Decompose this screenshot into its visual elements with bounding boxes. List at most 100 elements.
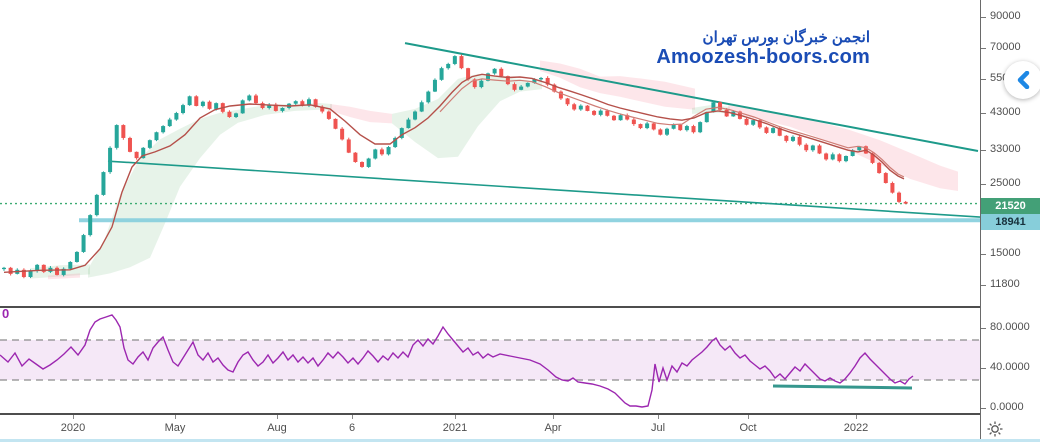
candle [200,100,205,108]
axis-tick [981,17,986,18]
time-tick-label: Aug [267,422,287,434]
candle [81,233,86,253]
candle [406,117,411,129]
candle [452,55,457,66]
price-label-badge: 18941 [981,214,1040,230]
candle [830,152,835,161]
time-tick-label: 2020 [60,422,86,434]
price-tick-label: 80.0000 [990,321,1030,333]
oscillator-value-label: 0 [2,306,10,321]
candle [903,200,908,205]
axis-tick [981,79,986,80]
candle [366,157,371,168]
candle [207,100,212,110]
candle [545,76,550,87]
time-tick-label: Oct [739,422,757,434]
tenkan-line [439,78,905,178]
candle [326,110,331,120]
candle [519,84,524,91]
time-tick-label: Jul [650,422,666,434]
axis-tick [981,328,986,329]
price-tick-label: 0.0000 [990,401,1024,413]
candle [74,251,79,263]
candle [413,110,418,121]
candle [101,171,106,196]
oscillator-line [0,314,914,408]
candle [797,135,802,147]
candle [625,113,630,121]
candle [373,148,378,160]
time-tick-label: 6 [348,422,356,434]
gear-icon[interactable] [987,421,1003,437]
time-tick [352,415,353,419]
candle [459,54,464,70]
lower-channel[interactable] [107,160,980,218]
candle [472,78,477,89]
candle [161,125,166,134]
candle [141,146,146,159]
time-axis[interactable]: 2020 May Aug 6 2021 Apr Jul Oct 2022 [0,413,980,442]
collapse-panel-button[interactable] [1004,61,1040,99]
candle [68,261,73,271]
axis-tick [981,285,986,286]
kijun-line [3,73,905,273]
price-tick-label: 15000 [990,247,1021,259]
axis-tick [981,184,986,185]
candle [499,67,504,78]
candle [187,95,192,106]
candle [877,161,882,174]
price-chart-canvas[interactable] [0,0,980,306]
candle [824,152,829,161]
candle [578,104,583,111]
time-tick [856,415,857,419]
candle [181,103,186,115]
candle [631,117,636,126]
time-tick [748,415,749,419]
price-tick-label: 11800 [990,278,1020,290]
candle [21,268,26,279]
oscillator-trendline[interactable] [772,384,913,390]
candle [539,76,544,81]
time-tick-label: May [164,422,186,434]
candle [419,100,424,113]
candle [718,101,723,111]
candle [267,103,272,110]
candle [432,78,437,93]
candle [844,155,849,163]
candle [35,263,40,273]
axis-tick [981,368,986,369]
candle [333,118,338,130]
oscillator-canvas[interactable] [0,308,980,413]
oscillator-panel[interactable] [0,306,980,415]
candle [512,82,517,92]
candle [426,90,431,104]
candle [280,107,285,113]
time-tick [73,415,74,419]
candle [386,145,391,156]
candle [2,266,6,271]
candle [691,124,696,134]
candle [883,172,888,184]
candle [790,135,795,142]
candle [41,264,46,274]
candle [340,127,345,141]
candle [260,101,265,110]
axis-tick [981,408,986,409]
axis-settings-corner [981,415,1040,442]
candle [174,111,179,121]
upper-channel[interactable] [404,42,979,153]
candle [651,122,656,131]
candle [890,181,895,194]
candle [379,147,384,156]
candle [194,95,199,107]
candle [147,139,152,149]
candle [665,127,669,137]
candle [253,93,258,105]
candle [711,100,716,113]
candle [558,90,563,100]
price-tick-label: 40.0000 [990,361,1030,373]
candle [227,110,232,118]
candle [393,136,398,149]
oscillator-band [0,340,980,380]
